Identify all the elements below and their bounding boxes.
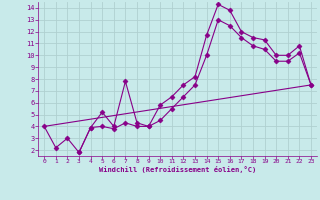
X-axis label: Windchill (Refroidissement éolien,°C): Windchill (Refroidissement éolien,°C) [99, 166, 256, 173]
